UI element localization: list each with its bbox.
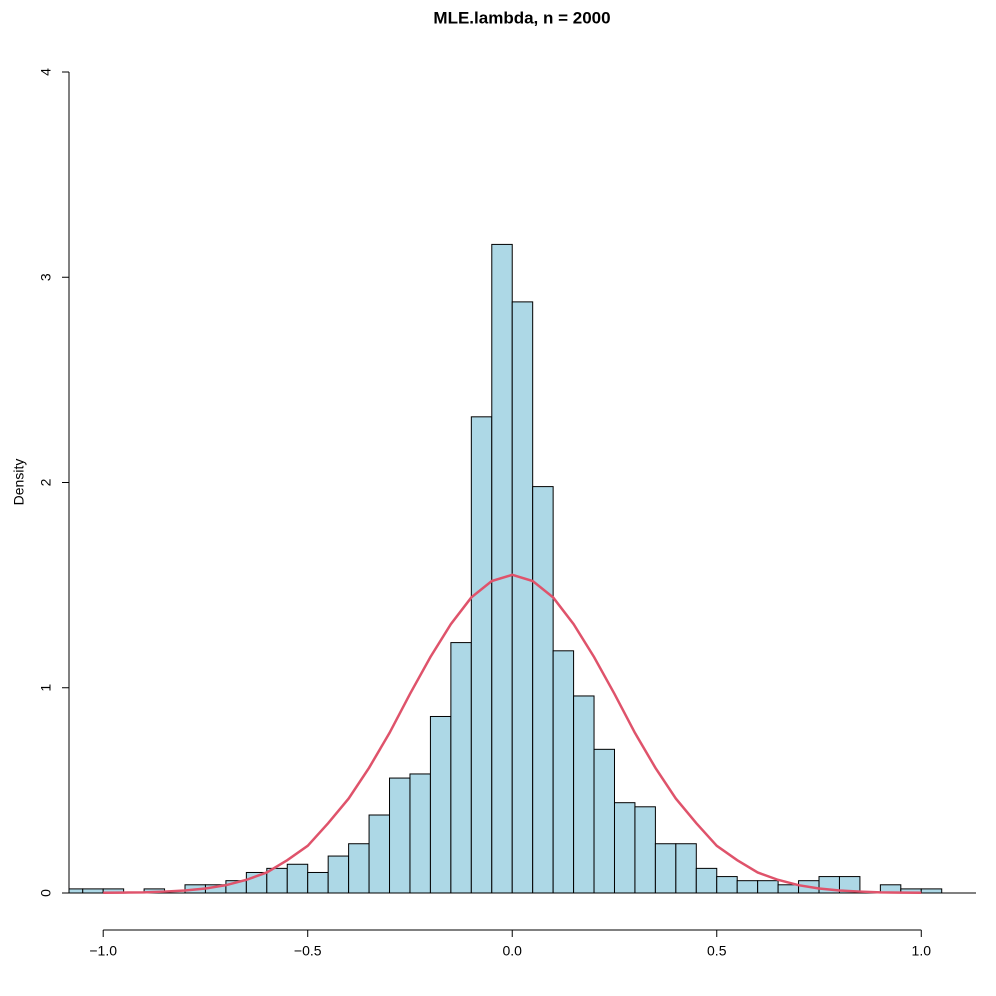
- bar: [368, 814, 391, 894]
- bar: [286, 863, 309, 894]
- y-tick-label: 1: [38, 684, 54, 692]
- bar: [613, 802, 636, 894]
- y-axis-label: Density: [11, 459, 27, 506]
- bar: [552, 650, 575, 894]
- bar: [634, 806, 656, 894]
- y-tick-label: 2: [38, 478, 54, 486]
- y-tick-label: 4: [38, 68, 54, 76]
- bars: [69, 243, 943, 894]
- y-tick-label: 3: [38, 273, 54, 281]
- bar: [348, 843, 370, 894]
- x-tick-label: 1.0: [912, 943, 932, 959]
- bar: [593, 748, 615, 894]
- bar: [450, 642, 472, 894]
- bar: [307, 871, 329, 894]
- bar: [920, 888, 943, 894]
- bar: [511, 301, 534, 894]
- x-tick-label: 0.0: [502, 943, 522, 959]
- bar: [675, 843, 697, 894]
- bar: [82, 888, 104, 894]
- bar: [69, 888, 84, 894]
- bar: [429, 715, 452, 894]
- bar: [695, 867, 718, 894]
- bar: [470, 416, 493, 894]
- bar: [736, 880, 759, 894]
- bar: [716, 876, 738, 894]
- bar: [532, 486, 554, 894]
- x-tick-label: −1.0: [89, 943, 117, 959]
- bar: [409, 773, 431, 894]
- bar: [389, 777, 411, 894]
- bar: [573, 695, 595, 894]
- bar: [757, 880, 779, 894]
- x-tick-label: 0.5: [707, 943, 727, 959]
- x-tick-label: −0.5: [294, 943, 322, 959]
- bar: [777, 884, 800, 894]
- chart-title: MLE.lambda, n = 2000: [433, 8, 610, 27]
- normal-curve: [103, 573, 922, 895]
- bar: [491, 243, 513, 894]
- y-tick-label: 0: [38, 889, 54, 897]
- bar: [654, 843, 677, 894]
- bar: [327, 855, 350, 894]
